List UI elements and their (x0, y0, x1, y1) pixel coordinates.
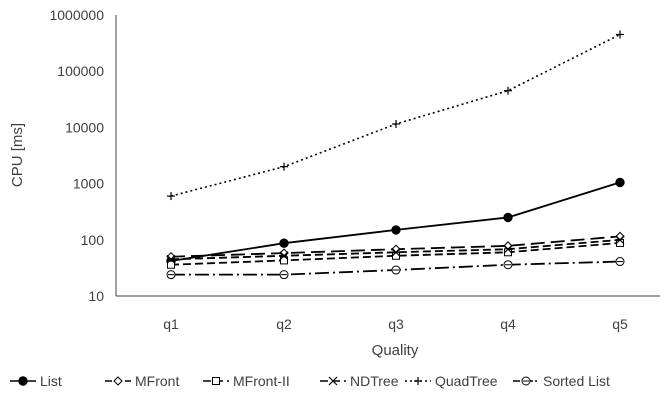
data-point-ndtree (279, 251, 289, 261)
legend-swatch-marker (18, 376, 28, 386)
y-tick-label: 100000 (57, 63, 104, 79)
legend-item-list: List (10, 373, 62, 389)
data-point-ndtree (391, 247, 401, 257)
series-list (166, 177, 625, 266)
data-point-list (615, 177, 625, 188)
series-quadtree (167, 30, 624, 201)
data-point-sorted-list (503, 260, 513, 270)
data-point-mfront-ii (392, 251, 400, 260)
legend-swatch-marker (328, 376, 338, 386)
data-point-list (391, 225, 401, 235)
legend-label: MFront (135, 373, 179, 389)
data-point-ndtree (615, 235, 625, 245)
data-point-sorted-list (615, 257, 625, 267)
legend-label: QuadTree (435, 373, 498, 389)
legend-item-sorted-list: Sorted List (513, 373, 610, 389)
legend-item-mfront: MFront (105, 373, 179, 389)
legend-item-quadtree: QuadTree (405, 373, 498, 389)
legend-item-mfront-ii: MFront-II (203, 373, 290, 389)
x-tick-label: q4 (500, 316, 516, 332)
y-tick-label: 1000 (73, 176, 104, 192)
data-point-ndtree (503, 244, 513, 254)
series-line-quadtree (170, 33, 621, 197)
data-point-mfront-ii (167, 260, 175, 269)
data-point-quadtree (616, 30, 624, 39)
axes (115, 15, 660, 297)
legend-item-ndtree: NDTree (320, 373, 399, 389)
data-point-sorted-list (166, 270, 176, 280)
series-line-mfront-ii (170, 242, 621, 266)
x-tick-label: q2 (276, 316, 292, 332)
y-tick-label: 100 (81, 232, 105, 248)
data-point-list (279, 238, 289, 248)
y-tick-label: 1000000 (49, 7, 104, 23)
series-line-ndtree (170, 238, 621, 261)
data-point-sorted-list (279, 270, 289, 280)
legend: List MFront MFront-II NDTree QuadTree Sorted … (10, 373, 610, 389)
x-tick-label: q5 (612, 316, 628, 332)
data-point-sorted-list (391, 265, 401, 275)
legend-swatch-marker (113, 376, 123, 386)
x-tick-label: q1 (163, 316, 179, 332)
legend-label: MFront-II (233, 373, 290, 389)
series-sorted-list (166, 257, 625, 280)
series-ndtree (166, 235, 625, 264)
tick-labels: 10 100 1000 10000 100000 1000000 q1 q2 q3 q4 q5 (49, 7, 628, 332)
data-point-quadtree (167, 192, 175, 201)
series-lines (166, 30, 625, 280)
legend-label: List (40, 373, 62, 389)
legend-label: NDTree (350, 373, 399, 389)
legend-swatch-marker (521, 376, 531, 386)
data-point-quadtree (504, 86, 512, 95)
x-axis-title: Quality (372, 342, 419, 359)
data-point-list (503, 212, 513, 223)
y-axis-title: CPU [ms] (9, 123, 26, 187)
x-tick-label: q3 (388, 316, 404, 332)
data-point-quadtree (280, 162, 288, 171)
data-point-ndtree (166, 254, 176, 264)
data-point-mfront-ii (280, 256, 288, 265)
legend-swatch-marker (212, 377, 220, 385)
y-tick-label: 10 (88, 288, 104, 304)
legend-swatch-marker (414, 377, 422, 385)
y-tick-label: 10000 (65, 119, 104, 135)
data-point-quadtree (392, 119, 400, 128)
legend-label: Sorted List (543, 373, 610, 389)
